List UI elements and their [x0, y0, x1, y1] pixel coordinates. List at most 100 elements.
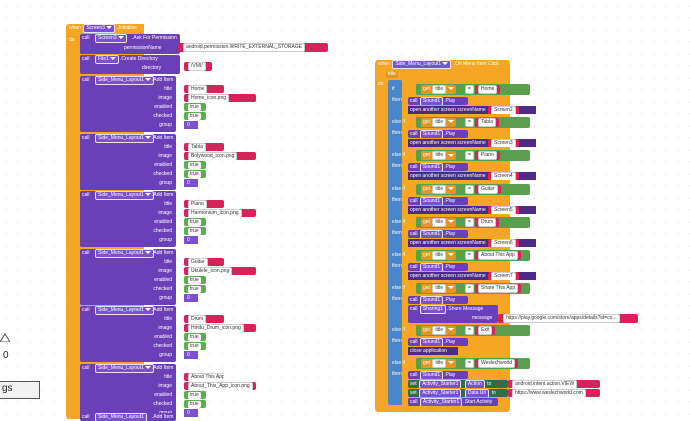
component-name[interactable]: Sound1 [419, 263, 444, 271]
screen-string-block[interactable]: Screen6 [488, 238, 519, 247]
screen-string-block[interactable]: Screen3 [488, 139, 519, 148]
compare-block[interactable]: get title = Guitar [416, 183, 530, 195]
title-value[interactable]: Drum [188, 315, 207, 323]
title-value-block[interactable]: Drum [184, 315, 224, 323]
variable-name[interactable]: title [432, 326, 447, 336]
add-item-block[interactable]: call Side_Menu_Layout1 .Add Item title image… [80, 191, 176, 247]
open-screen-block[interactable]: open another screen screenName Screen4 [408, 172, 536, 181]
image-value[interactable]: About_This_App_icon.png [188, 381, 253, 390]
permission-string-block[interactable]: android.permission.WRITE_EXTERNAL_STORAG… [178, 43, 328, 52]
enabled-value[interactable]: true [188, 161, 201, 169]
match-value[interactable]: Piano [478, 151, 497, 161]
match-string-block[interactable]: Tabla [475, 118, 499, 128]
component-name[interactable]: Activity_Starter1 [419, 380, 462, 389]
compare-block[interactable]: get title = Weslechworld [416, 358, 530, 370]
call-block[interactable]: call Sound1 .Play [408, 196, 468, 205]
enabled-value[interactable]: true [188, 219, 201, 226]
component-dropdown[interactable]: Side_Menu_Layout1 [95, 191, 154, 200]
component-dropdown[interactable]: Side_Menu_Layout1 [95, 248, 154, 258]
add-item-block[interactable]: call Side_Menu_Layout1 .Add Item title image… [80, 306, 176, 362]
image-value[interactable]: Harmonium_icon.png [188, 209, 242, 217]
match-string-block[interactable]: Home [475, 85, 501, 94]
title-value[interactable]: Guitar [188, 257, 208, 266]
screen-string-block[interactable]: Screen2 [488, 106, 519, 114]
compare-block[interactable]: get title = Share This App [416, 283, 530, 295]
screen-string-block[interactable]: Screen5 [488, 205, 519, 214]
enabled-value[interactable]: true [188, 391, 201, 399]
image-value[interactable]: Home_icon.png [188, 94, 230, 102]
warnings-toggle-button[interactable]: gs [0, 381, 40, 399]
image-value-block[interactable]: Bolywood_icon.png [184, 151, 256, 160]
get-variable-block[interactable]: get title [421, 359, 457, 369]
component-name[interactable]: Activity_Starter1 [419, 389, 462, 398]
checked-value-block[interactable]: true [184, 399, 206, 408]
enabled-value[interactable]: true [188, 276, 201, 284]
screen-value[interactable]: Screen4 [491, 172, 516, 181]
checked-value[interactable]: true [188, 343, 201, 350]
match-value[interactable]: Drum [478, 217, 497, 227]
enabled-value-block[interactable]: true [184, 390, 206, 399]
title-value[interactable]: Home [188, 85, 208, 93]
open-screen-block[interactable]: open another screen screenName Screen5 [408, 205, 536, 214]
add-item-block[interactable]: call Side_Menu_Layout1 .Add Item title image… [80, 248, 176, 305]
share-url-block[interactable]: https://play.google.com/store/apps/detai… [498, 314, 638, 324]
match-value[interactable]: Share This App [478, 284, 519, 294]
checked-value-block[interactable]: true [184, 112, 206, 120]
equals-operator[interactable]: = [465, 251, 474, 260]
ask-permission-block[interactable]: call Screen3 .Ask For Permission permiss… [80, 34, 180, 54]
image-value-block[interactable]: Ukulele_icon.png [184, 266, 256, 275]
set-property-block[interactable]: set Activity_Starter1 Action to [408, 380, 508, 389]
enabled-value-block[interactable]: true [184, 160, 206, 169]
component-dropdown[interactable]: Side_Menu_Layout1 [392, 60, 452, 69]
image-value-block[interactable]: Harmonium_icon.png [184, 209, 256, 217]
equals-operator[interactable]: = [465, 284, 474, 294]
title-value[interactable]: About This App [188, 372, 224, 381]
component-name[interactable]: Sound1 [419, 196, 444, 205]
title-value-block[interactable]: About This App [184, 372, 224, 381]
value-string-block[interactable]: https://www.weslechworld.com [508, 389, 600, 398]
component-name[interactable]: Sound1 [419, 229, 444, 238]
share-message-block[interactable]: call Sharing1 .Share Message message [408, 305, 498, 324]
match-value[interactable]: About This App [478, 251, 518, 260]
get-variable-block[interactable]: get title [421, 217, 457, 227]
directory-string-block[interactable]: /VMI/ [184, 62, 212, 71]
checked-value-block[interactable]: true [184, 342, 206, 350]
group-value[interactable]: 0 [187, 409, 190, 416]
group-value[interactable]: 0 [187, 294, 190, 301]
variable-name[interactable]: title [432, 118, 447, 128]
match-string-block[interactable]: Piano [475, 151, 500, 161]
group-value-block[interactable]: 0 [184, 178, 198, 187]
group-value[interactable]: 0 [187, 179, 190, 186]
component-name[interactable]: Sound1 [419, 163, 444, 172]
variable-name[interactable]: title [432, 359, 447, 369]
match-string-block[interactable]: Guitar [475, 184, 501, 194]
image-value-block[interactable]: Home_icon.png [184, 94, 256, 102]
match-value[interactable]: Weslechworld [478, 359, 516, 369]
variable-name[interactable]: title [432, 85, 447, 94]
property-name[interactable]: Data Uri [464, 389, 490, 398]
add-item-block[interactable]: call Side_Menu_Layout1 .Add Item title image… [80, 133, 176, 190]
image-value[interactable]: Hindu_Drum_icon.png [188, 324, 244, 332]
enabled-value[interactable]: true [188, 334, 201, 341]
close-application-block[interactable]: close application [408, 347, 458, 356]
get-variable-block[interactable]: get title [421, 184, 457, 194]
equals-operator[interactable]: = [465, 85, 474, 94]
string-value[interactable]: https://www.weslechworld.com [512, 389, 586, 398]
variable-name[interactable]: title [432, 151, 447, 161]
equals-operator[interactable]: = [465, 359, 474, 369]
call-block[interactable]: call Sound1 .Play [408, 130, 468, 139]
component-dropdown[interactable]: File1 [95, 55, 119, 64]
match-value[interactable]: Home [478, 85, 498, 94]
screen-value[interactable]: Screen6 [491, 238, 516, 247]
title-value-block[interactable]: Home [184, 85, 224, 93]
value-string-block[interactable]: android.intent.action.VIEW [508, 380, 600, 389]
group-value[interactable]: 0 [187, 122, 190, 128]
screen-value[interactable]: Screen5 [491, 205, 516, 214]
screen-value[interactable]: Screen7 [491, 272, 516, 280]
component-dropdown[interactable]: Side_Menu_Layout1 [95, 306, 154, 315]
image-value[interactable]: Ukulele_icon.png [188, 266, 233, 275]
get-variable-block[interactable]: get title [421, 326, 457, 336]
match-string-block[interactable]: Drum [475, 217, 500, 227]
component-dropdown[interactable]: Screen3 [95, 34, 127, 43]
component-dropdown[interactable]: Screen3 [83, 24, 115, 33]
